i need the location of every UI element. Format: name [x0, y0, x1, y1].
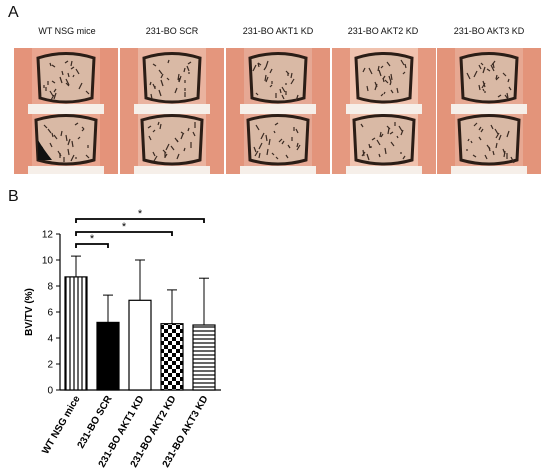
y-tick-label: 6 — [47, 308, 53, 319]
bar-5 — [192, 324, 216, 391]
histology-image-akt3 — [437, 48, 541, 174]
panel-a-letter: A — [8, 4, 19, 21]
histology-image-akt2 — [332, 48, 436, 174]
histology-image-akt1 — [226, 48, 330, 174]
significance-bracket-3: * — [75, 208, 205, 223]
y-tick-label: 4 — [47, 334, 53, 345]
x-tick-label: WT NSG mice — [40, 394, 83, 457]
y-tick-label: 8 — [47, 282, 53, 293]
y-axis-label: BV/TV (%) — [24, 288, 35, 336]
y-tick-label: 10 — [42, 256, 54, 267]
column-label-scr: 231-BO SCR — [145, 26, 199, 36]
y-tick-label: 0 — [47, 386, 53, 397]
bar-1 — [64, 276, 88, 391]
column-label-wt: WT NSG mice — [38, 26, 96, 36]
bar-4 — [160, 323, 184, 391]
column-label-akt1: 231-BO AKT1 KD — [242, 26, 314, 36]
column-label-akt3: 231-BO AKT3 KD — [453, 26, 525, 36]
panel-b-letter: B — [8, 188, 19, 205]
y-tick-label: 12 — [42, 230, 54, 241]
significance-label: * — [122, 221, 127, 233]
histology-image-scr — [120, 48, 224, 174]
histology-image-wt — [14, 48, 118, 174]
significance-bracket-1: * — [75, 233, 109, 248]
significance-label: * — [138, 208, 143, 220]
y-tick-label: 2 — [47, 360, 53, 371]
significance-label: * — [90, 233, 95, 245]
bar-2 — [96, 321, 120, 391]
bar-3 — [128, 299, 152, 391]
significance-bracket-2: * — [75, 221, 173, 236]
column-label-akt2: 231-BO AKT2 KD — [347, 26, 419, 36]
